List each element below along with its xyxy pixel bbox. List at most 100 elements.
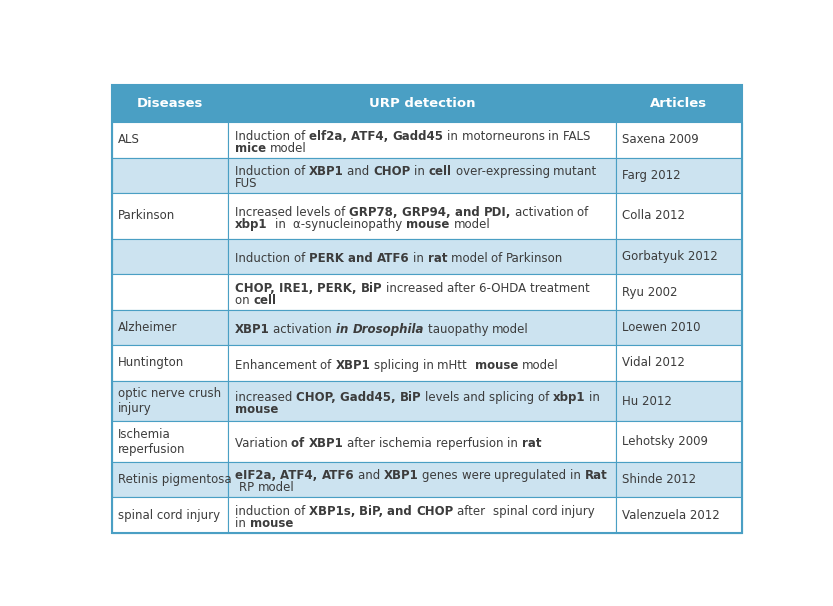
Text: PERK: PERK — [309, 252, 347, 265]
Text: and: and — [358, 470, 384, 482]
Text: reperfusion: reperfusion — [436, 438, 507, 450]
Bar — [616, 310, 742, 345]
Text: rat: rat — [521, 438, 541, 450]
Text: in: in — [589, 391, 604, 404]
Text: spinal: spinal — [493, 505, 531, 518]
Text: model: model — [492, 324, 529, 336]
Text: upregulated: upregulated — [495, 470, 571, 482]
Bar — [112, 310, 228, 345]
Text: mouse: mouse — [250, 517, 293, 530]
Text: increased: increased — [235, 391, 296, 404]
Text: and: and — [347, 252, 377, 265]
Bar — [616, 381, 742, 421]
Text: ATF6: ATF6 — [377, 252, 409, 265]
Text: on: on — [235, 294, 253, 307]
Text: XBP1: XBP1 — [309, 165, 343, 178]
Bar — [616, 462, 742, 498]
Text: of: of — [538, 391, 553, 404]
Text: in: in — [446, 130, 461, 143]
Text: Ischemia
reperfusion: Ischemia reperfusion — [118, 428, 186, 456]
Text: BiP,: BiP, — [359, 505, 387, 518]
Bar — [228, 85, 616, 122]
Text: and: and — [387, 505, 416, 518]
Text: after: after — [447, 282, 479, 295]
Text: of: of — [334, 206, 349, 219]
Text: Articles: Articles — [651, 97, 707, 110]
Bar — [112, 122, 228, 158]
Text: of: of — [491, 252, 506, 265]
Text: xbp1: xbp1 — [235, 218, 267, 231]
Text: mice: mice — [235, 142, 266, 155]
Text: Shinde 2012: Shinde 2012 — [622, 473, 696, 486]
Text: in: in — [275, 218, 290, 231]
Text: XBP1: XBP1 — [309, 438, 343, 450]
Bar — [616, 122, 742, 158]
Text: elf2a,: elf2a, — [309, 130, 351, 143]
Text: BiP: BiP — [400, 391, 421, 404]
Text: Retinis pigmentosa: Retinis pigmentosa — [118, 473, 232, 486]
Bar — [112, 193, 228, 239]
Text: Parkinson: Parkinson — [118, 210, 176, 222]
Bar — [112, 498, 228, 533]
Text: in: in — [507, 438, 521, 450]
Bar — [112, 275, 228, 310]
Text: FUS: FUS — [235, 177, 257, 190]
Text: XBP1: XBP1 — [384, 470, 419, 482]
Text: Gadd45,: Gadd45, — [340, 391, 400, 404]
Bar — [228, 158, 616, 193]
Text: of: of — [294, 130, 309, 143]
Text: mHtt: mHtt — [437, 359, 471, 372]
Bar — [228, 275, 616, 310]
Text: in: in — [413, 252, 427, 265]
Text: ATF6: ATF6 — [322, 470, 354, 482]
Text: Drosophila: Drosophila — [352, 324, 424, 336]
Text: splicing: splicing — [489, 391, 538, 404]
Text: Variation: Variation — [235, 438, 292, 450]
Text: CHOP: CHOP — [416, 505, 453, 518]
Bar — [112, 158, 228, 193]
Text: after: after — [347, 438, 379, 450]
Text: α-synucleinopathy: α-synucleinopathy — [293, 218, 407, 231]
Text: induction: induction — [235, 505, 294, 518]
Text: Gorbatyuk 2012: Gorbatyuk 2012 — [622, 250, 718, 263]
Text: of: of — [577, 206, 592, 219]
Text: injury: injury — [561, 505, 599, 518]
Text: ATF4,: ATF4, — [351, 130, 392, 143]
Text: in: in — [235, 517, 250, 530]
Bar — [228, 421, 616, 462]
Text: spinal cord injury: spinal cord injury — [118, 508, 221, 522]
Bar — [228, 381, 616, 421]
Text: levels: levels — [425, 391, 463, 404]
Text: in: in — [336, 324, 352, 336]
Text: PDI,: PDI, — [483, 206, 511, 219]
Text: CHOP: CHOP — [373, 165, 411, 178]
Text: Vidal 2012: Vidal 2012 — [622, 356, 686, 370]
Text: BiP: BiP — [361, 282, 382, 295]
Text: model: model — [257, 481, 294, 494]
Bar — [228, 498, 616, 533]
Text: eIF2a,: eIF2a, — [235, 470, 280, 482]
Bar — [616, 193, 742, 239]
Text: cord: cord — [531, 505, 561, 518]
Bar — [228, 239, 616, 275]
Text: Diseases: Diseases — [137, 97, 203, 110]
Text: treatment: treatment — [530, 282, 594, 295]
Text: splicing: splicing — [374, 359, 423, 372]
Bar — [112, 85, 228, 122]
Text: activation: activation — [273, 324, 336, 336]
Text: Valenzuela 2012: Valenzuela 2012 — [622, 508, 721, 522]
Bar — [616, 275, 742, 310]
Text: and: and — [463, 391, 489, 404]
Text: XBP1: XBP1 — [235, 324, 270, 336]
Bar — [228, 345, 616, 381]
Text: Saxena 2009: Saxena 2009 — [622, 133, 699, 147]
Text: and: and — [455, 206, 483, 219]
Text: ALS: ALS — [118, 133, 140, 147]
Text: FALS: FALS — [563, 130, 594, 143]
Bar — [228, 193, 616, 239]
Bar — [112, 421, 228, 462]
Text: mouse: mouse — [407, 218, 450, 231]
Text: Hu 2012: Hu 2012 — [622, 395, 672, 407]
Text: PERK,: PERK, — [317, 282, 361, 295]
Bar — [616, 421, 742, 462]
